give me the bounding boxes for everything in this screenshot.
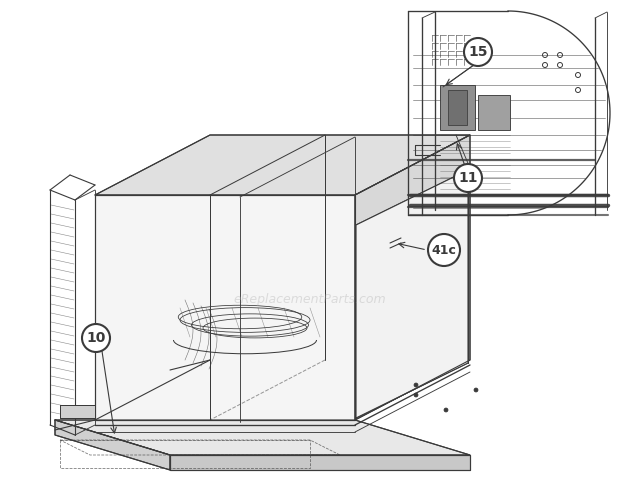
Circle shape — [82, 324, 110, 352]
Polygon shape — [55, 420, 470, 455]
Polygon shape — [55, 420, 170, 470]
Polygon shape — [356, 170, 468, 418]
Polygon shape — [170, 455, 470, 470]
Text: 10: 10 — [86, 331, 105, 345]
Circle shape — [464, 38, 492, 66]
Circle shape — [428, 234, 460, 266]
Polygon shape — [478, 95, 510, 130]
Circle shape — [454, 164, 482, 192]
Polygon shape — [95, 135, 470, 195]
Circle shape — [414, 383, 418, 387]
Polygon shape — [440, 85, 475, 130]
Text: 41c: 41c — [432, 244, 456, 256]
Polygon shape — [355, 135, 470, 420]
Text: eReplacementParts.com: eReplacementParts.com — [234, 293, 386, 307]
Text: 15: 15 — [468, 45, 488, 59]
Text: 11: 11 — [458, 171, 478, 185]
Circle shape — [474, 388, 478, 392]
Polygon shape — [60, 405, 95, 418]
Polygon shape — [95, 195, 355, 420]
Circle shape — [444, 408, 448, 412]
Circle shape — [414, 393, 418, 397]
Polygon shape — [448, 90, 467, 125]
